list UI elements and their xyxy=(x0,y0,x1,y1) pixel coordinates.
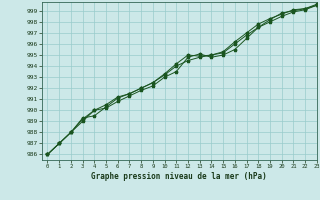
X-axis label: Graphe pression niveau de la mer (hPa): Graphe pression niveau de la mer (hPa) xyxy=(91,172,267,181)
